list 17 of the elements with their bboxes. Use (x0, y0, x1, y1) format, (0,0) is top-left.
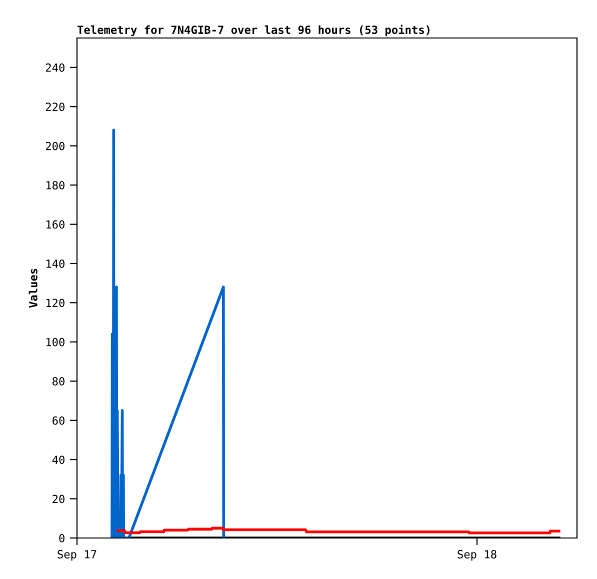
y-tick-label: 40 (52, 456, 64, 464)
y-tick-label: 60 (52, 416, 64, 425)
y-tick-label: 220 (46, 102, 64, 112)
y-axis-title: Values (28, 268, 38, 308)
y-tick-label: 240 (46, 63, 64, 72)
y-tick-label: 120 (46, 298, 64, 308)
y-tick-label: 140 (46, 259, 64, 268)
x-tick-label: Sep 17 (58, 550, 96, 561)
x-tick-label: Sep 18 (458, 550, 496, 561)
y-tick-label: 100 (46, 338, 64, 346)
chart-title: Telemetry for 7N4GIB-7 over last 96 hours (53 points) (77, 24, 430, 36)
y-tick-label: 80 (52, 377, 64, 386)
y-tick-label: 180 (46, 181, 64, 190)
y-tick-label: 200 (46, 142, 64, 150)
y-tick-label: 0 (59, 534, 64, 542)
y-tick-label: 160 (46, 220, 64, 229)
y-tick-label: 20 (52, 494, 64, 504)
